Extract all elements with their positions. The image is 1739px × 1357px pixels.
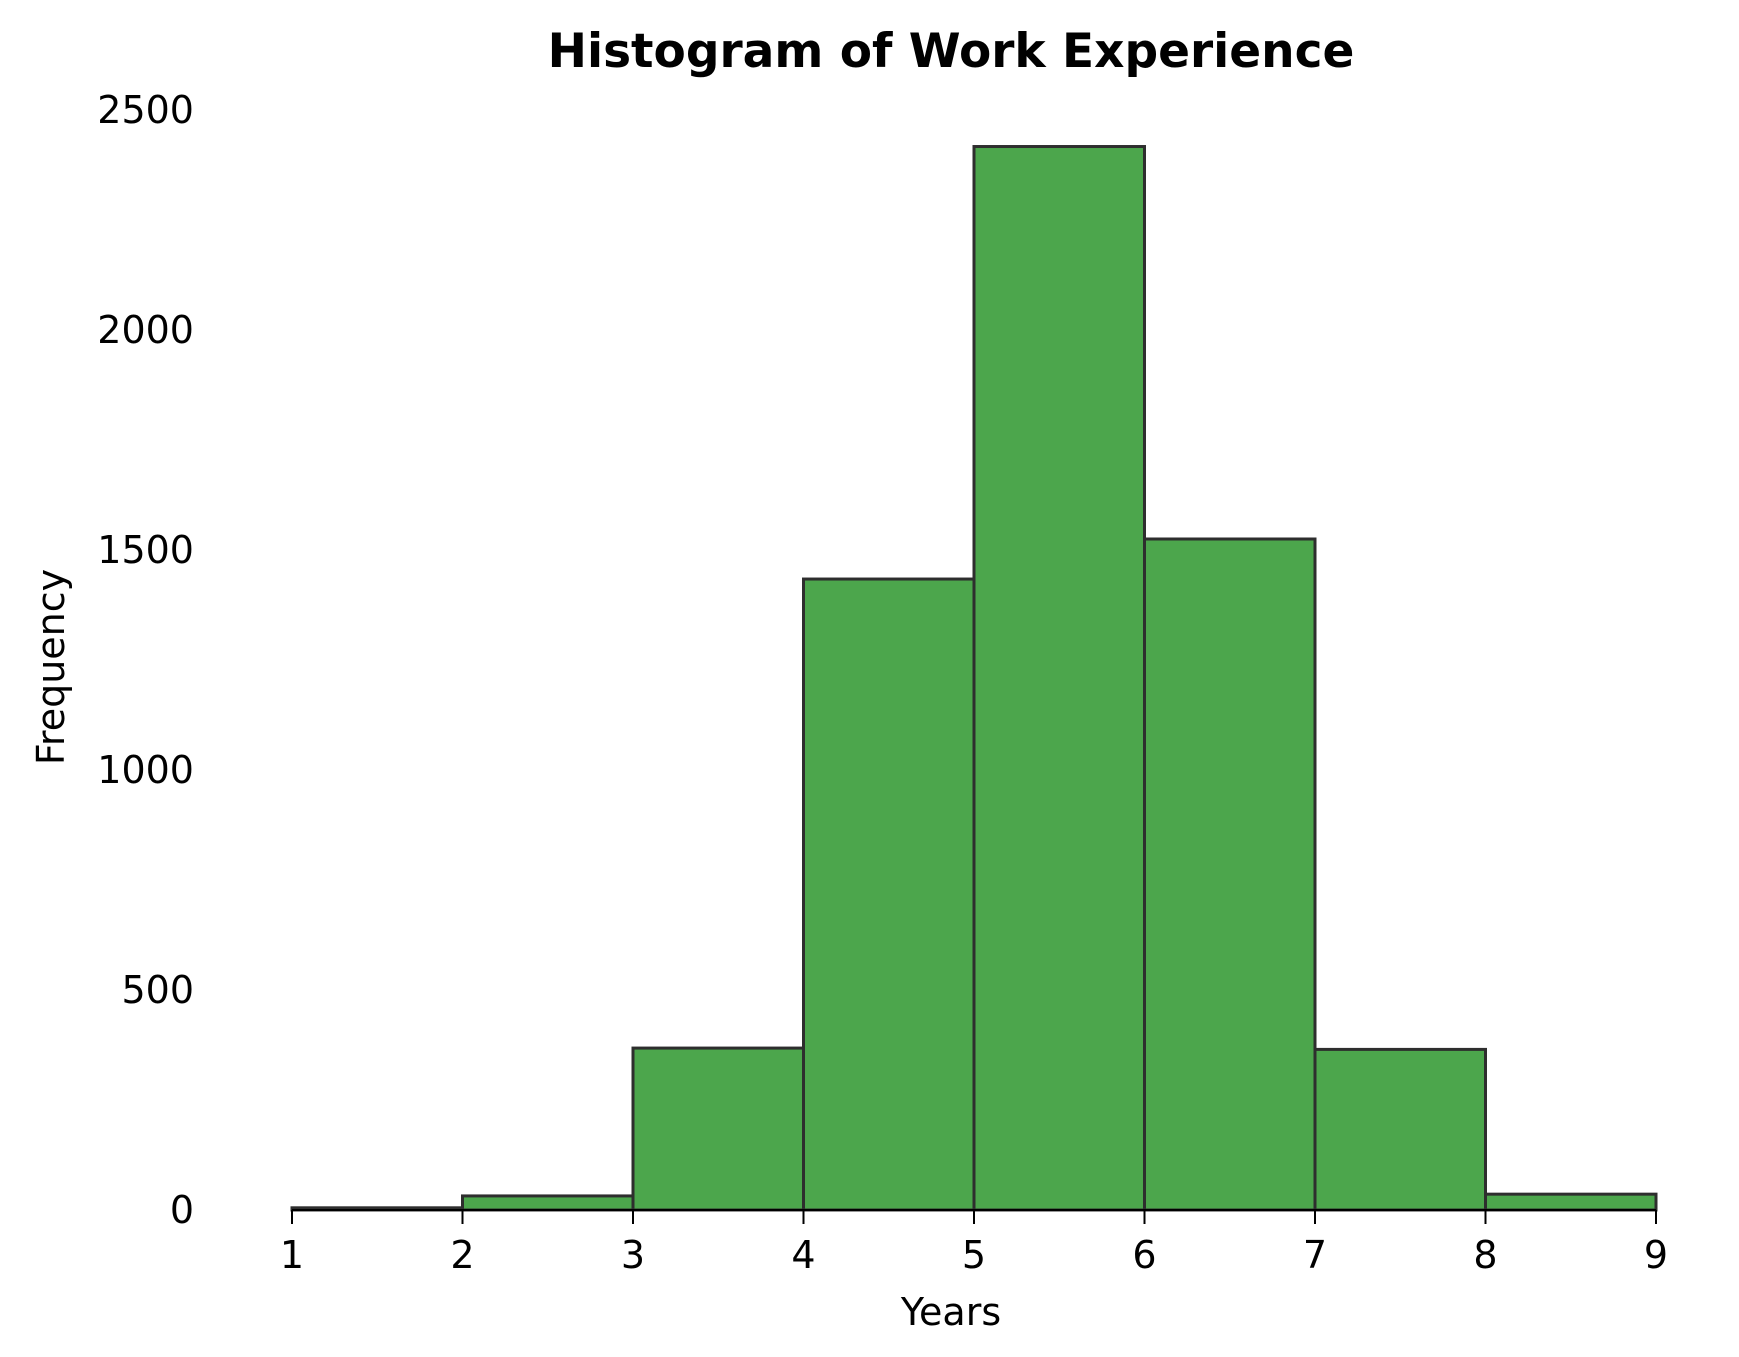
x-tick-label: 3 xyxy=(621,1233,645,1277)
histogram-bar xyxy=(1313,1047,1487,1212)
x-tick-label: 4 xyxy=(791,1233,815,1277)
y-axis-label: Frequency xyxy=(29,569,73,765)
chart-title: Histogram of Work Experience xyxy=(548,24,1355,79)
y-tick-labels: 0 500 1000 1500 2000 2500 xyxy=(97,88,194,1232)
histogram-bar xyxy=(631,1046,805,1212)
y-tick-label: 500 xyxy=(121,968,194,1012)
bars xyxy=(290,145,1658,1212)
x-tick-label: 6 xyxy=(1132,1233,1156,1277)
y-tick-label: 1000 xyxy=(97,748,194,792)
y-tick-label: 2500 xyxy=(97,88,194,132)
y-tick-label: 2000 xyxy=(97,308,194,352)
y-tick-label: 0 xyxy=(170,1188,194,1232)
x-tick-label: 9 xyxy=(1644,1233,1668,1277)
y-tick-label: 1500 xyxy=(97,528,194,572)
x-tick-label: 5 xyxy=(962,1233,986,1277)
histogram-bar xyxy=(802,577,976,1212)
x-tick-label: 1 xyxy=(280,1233,304,1277)
x-axis-label: Years xyxy=(900,1290,1001,1334)
histogram-bar xyxy=(972,145,1146,1212)
x-tick-label: 8 xyxy=(1473,1233,1497,1277)
histogram-bar xyxy=(1484,1192,1658,1212)
x-tick-label: 2 xyxy=(450,1233,474,1277)
x-ticks: 1 2 3 4 5 6 7 8 9 xyxy=(280,1210,1668,1277)
histogram-bar xyxy=(1143,537,1317,1212)
histogram-bar xyxy=(461,1194,635,1212)
x-tick-label: 7 xyxy=(1303,1233,1327,1277)
